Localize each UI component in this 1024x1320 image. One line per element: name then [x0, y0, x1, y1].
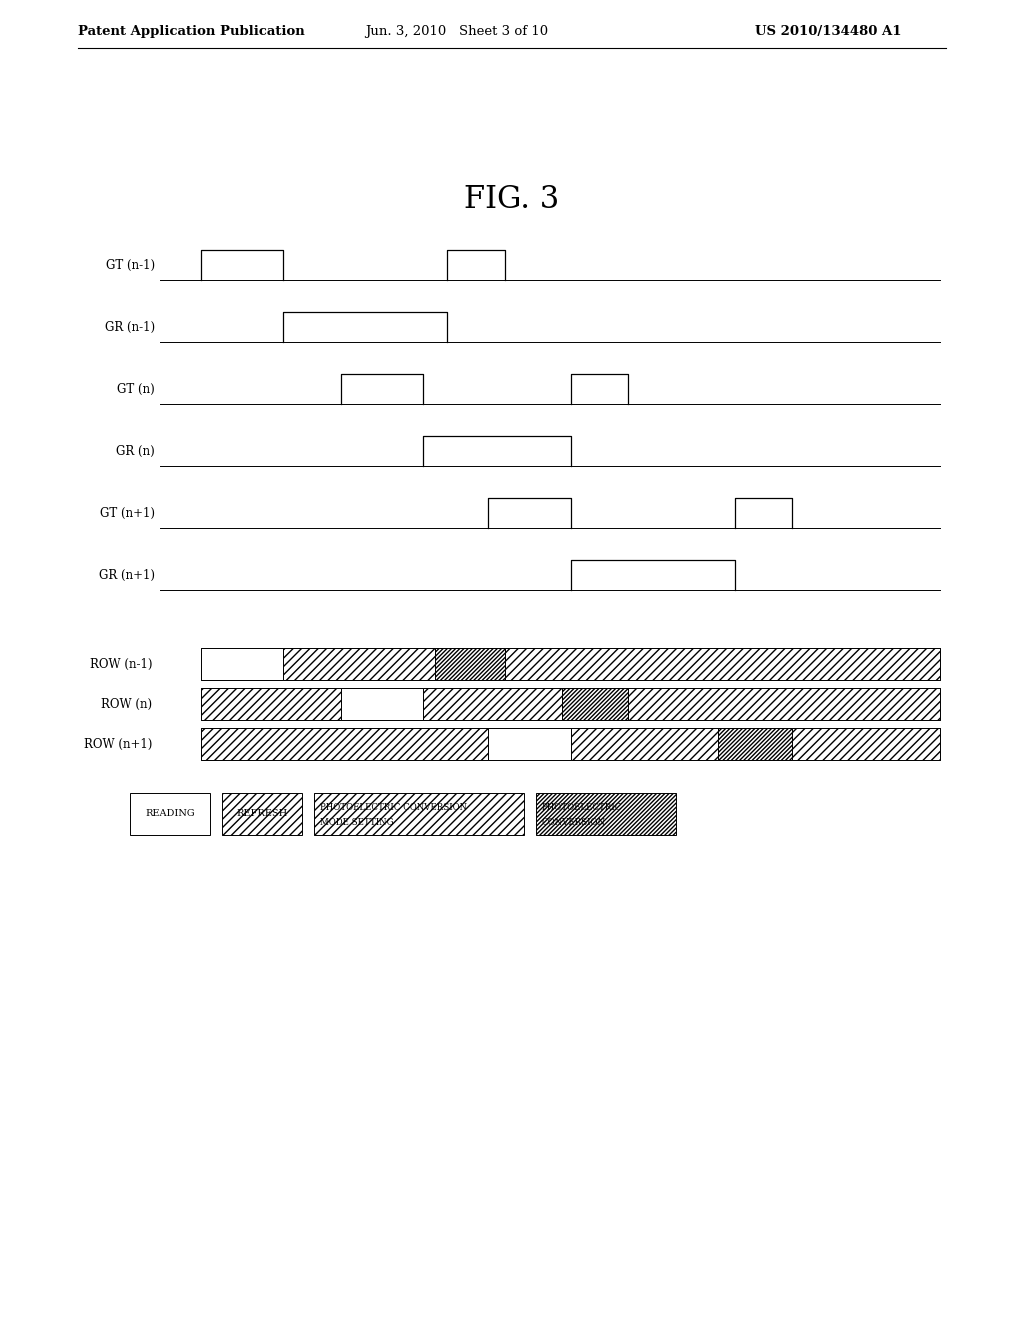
Text: FIG. 3: FIG. 3: [464, 185, 560, 215]
Bar: [423, 688, 562, 719]
Text: MODE SETTING: MODE SETTING: [319, 818, 393, 826]
Bar: [201, 688, 940, 719]
Bar: [505, 648, 940, 680]
Text: PHOTOELECTRIC CONVERSION: PHOTOELECTRIC CONVERSION: [319, 803, 467, 812]
Bar: [718, 729, 793, 760]
Bar: [314, 793, 524, 836]
Bar: [435, 648, 505, 680]
Text: US 2010/134480 A1: US 2010/134480 A1: [755, 25, 901, 38]
Text: Jun. 3, 2010   Sheet 3 of 10: Jun. 3, 2010 Sheet 3 of 10: [365, 25, 548, 38]
Bar: [284, 648, 435, 680]
Text: GT (n+1): GT (n+1): [100, 507, 155, 520]
Bar: [201, 648, 284, 680]
Bar: [628, 688, 940, 719]
Text: REFRESH: REFRESH: [237, 809, 288, 818]
Bar: [201, 688, 341, 719]
Bar: [130, 793, 210, 836]
Bar: [222, 793, 302, 836]
Bar: [201, 729, 488, 760]
Text: GR (n+1): GR (n+1): [99, 569, 155, 582]
Text: READING: READING: [145, 809, 195, 818]
Bar: [793, 729, 940, 760]
Bar: [201, 729, 940, 760]
Text: GT (n): GT (n): [118, 383, 155, 396]
Text: GT (n-1): GT (n-1): [105, 259, 155, 272]
Text: ROW (n+1): ROW (n+1): [84, 738, 152, 751]
Text: GR (n): GR (n): [117, 445, 155, 458]
Text: PHOTOELECTRIC: PHOTOELECTRIC: [542, 803, 623, 812]
Text: ROW (n): ROW (n): [101, 697, 152, 710]
Bar: [536, 793, 676, 836]
Text: Patent Application Publication: Patent Application Publication: [78, 25, 305, 38]
Bar: [341, 688, 423, 719]
Text: ROW (n-1): ROW (n-1): [89, 657, 152, 671]
Bar: [570, 729, 718, 760]
Bar: [488, 729, 570, 760]
Text: GR (n-1): GR (n-1): [104, 321, 155, 334]
Text: CONVERSION: CONVERSION: [542, 818, 606, 826]
Bar: [201, 648, 940, 680]
Bar: [562, 688, 628, 719]
